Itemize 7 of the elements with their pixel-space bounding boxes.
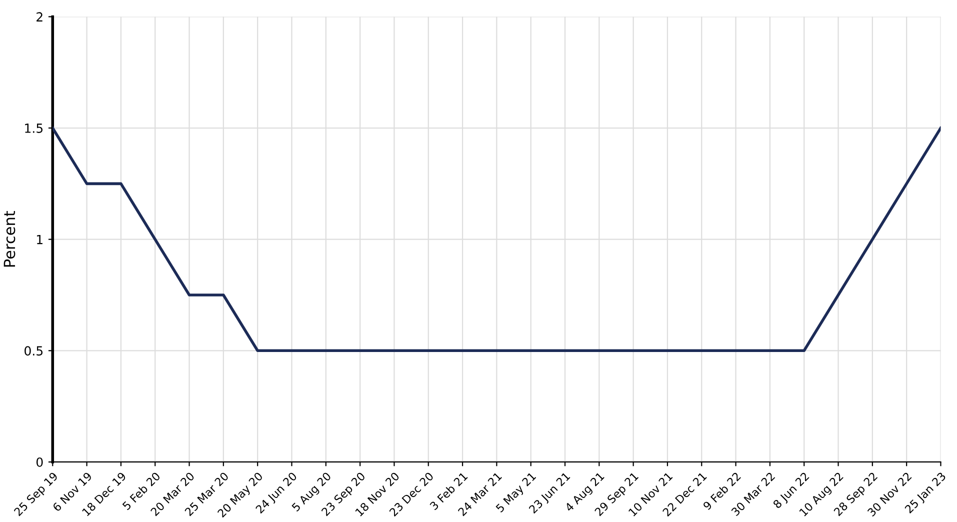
y-tick-label: 0.5 xyxy=(24,346,43,356)
y-tick-label: 1 xyxy=(37,234,42,244)
y-axis-title: Percent xyxy=(4,210,16,267)
y-tick-label: 2 xyxy=(36,12,42,22)
line-series xyxy=(52,126,941,352)
y-tick-label: 0 xyxy=(36,457,43,467)
y-tick-label: 1.5 xyxy=(25,124,43,133)
